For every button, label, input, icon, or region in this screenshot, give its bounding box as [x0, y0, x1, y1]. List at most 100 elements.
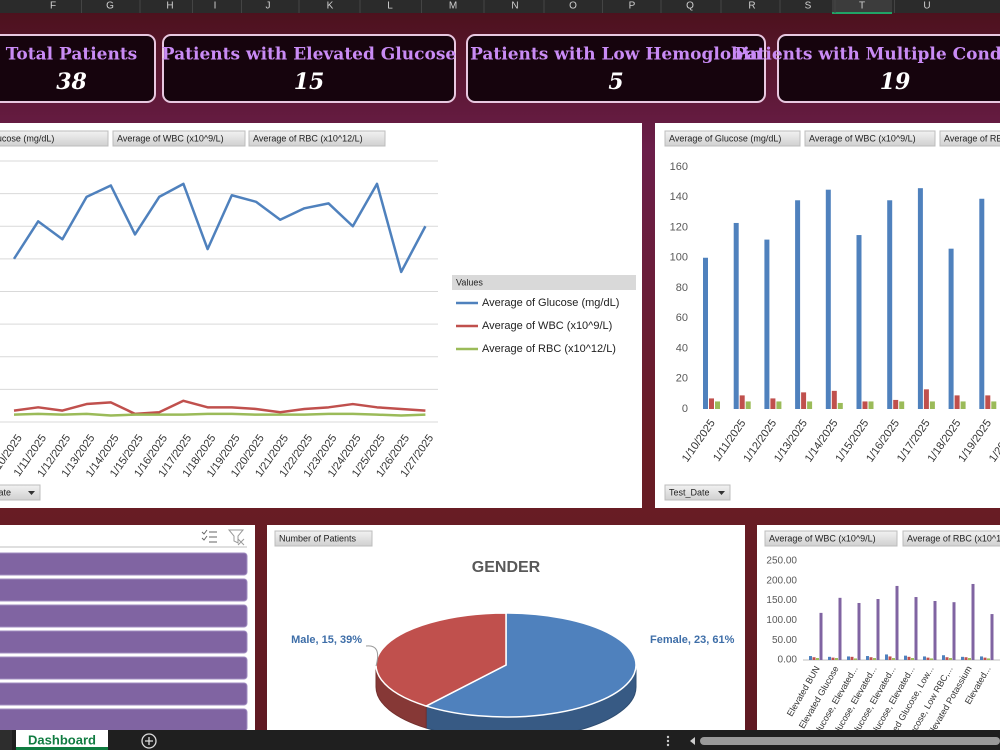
column-header[interactable]: F — [50, 1, 56, 12]
slicer-item[interactable] — [0, 604, 248, 628]
y-tick-label: 160 — [670, 161, 688, 173]
bar — [739, 395, 745, 409]
y-tick-label: 120 — [670, 221, 688, 233]
bar — [862, 401, 868, 409]
column-header[interactable]: M — [449, 1, 457, 12]
field-button[interactable] — [112, 130, 246, 147]
y-tick-label: 200.00 — [766, 575, 797, 586]
data-label: Female, 23, 61% — [650, 634, 735, 646]
data-label: Male, 15, 39% — [291, 634, 362, 646]
field-button-label[interactable]: Average of RBC (x10^12/L) — [944, 133, 1000, 143]
slicer-item[interactable] — [0, 656, 248, 680]
horizontal-scrollbar[interactable] — [700, 737, 1000, 745]
bar — [980, 656, 983, 660]
legend-label: Average of WBC (x10^9/L) — [482, 320, 612, 332]
selected-column — [832, 0, 892, 13]
kpi-card — [162, 34, 456, 103]
field-button[interactable] — [939, 130, 1000, 147]
column-header[interactable]: G — [106, 1, 114, 12]
column-header[interactable]: Q — [686, 1, 694, 12]
bar — [933, 600, 937, 660]
bar — [854, 658, 857, 660]
column-header[interactable]: T — [859, 1, 865, 12]
bar — [987, 658, 990, 660]
sheet-tab-active[interactable] — [16, 730, 108, 750]
bar — [812, 657, 816, 660]
bar — [893, 399, 899, 409]
sheet-tab-partial[interactable] — [0, 730, 12, 750]
bar — [770, 398, 776, 409]
field-button-label[interactable]: Average of Glucose (mg/dL) — [669, 133, 781, 143]
column-header[interactable]: S — [805, 1, 812, 12]
column-header[interactable]: O — [569, 1, 577, 12]
kpi-value: 19 — [880, 69, 911, 95]
bar — [961, 656, 964, 660]
field-button[interactable] — [664, 484, 731, 501]
bar — [837, 402, 843, 409]
bar — [971, 583, 975, 660]
slicer-item[interactable] — [0, 578, 248, 602]
y-tick-label: 60 — [676, 312, 688, 324]
scroll-left[interactable] — [690, 737, 695, 745]
column-header[interactable]: I — [214, 1, 217, 12]
bar — [715, 401, 720, 409]
scroll-options[interactable] — [666, 735, 670, 747]
bar — [979, 198, 985, 409]
column-header[interactable]: K — [327, 1, 334, 12]
column-header[interactable]: J — [266, 1, 271, 12]
slicer-item[interactable] — [0, 630, 248, 654]
column-header[interactable]: R — [748, 1, 755, 12]
column-header[interactable]: H — [166, 1, 173, 12]
column-header[interactable]: U — [923, 1, 930, 12]
slicer-item[interactable] — [0, 682, 248, 706]
kpi-title: Total Patients — [6, 45, 138, 65]
field-button-label[interactable]: Average of RBC (x10^12/L) — [253, 133, 363, 143]
dropdown-arrow[interactable] — [28, 491, 35, 495]
field-button-label[interactable]: Average of RBC (x10^12/L) — [907, 533, 1000, 543]
dropdown-arrow[interactable] — [718, 491, 725, 495]
slicer-item[interactable] — [0, 552, 248, 576]
bar — [964, 657, 968, 660]
column-headers: F G H I J K L M N O P Q R S T U — [50, 0, 931, 13]
bar — [949, 658, 952, 660]
legend-header — [452, 275, 636, 290]
bar — [952, 602, 956, 660]
field-button[interactable] — [804, 130, 936, 147]
pie-slice — [375, 612, 507, 707]
column-header[interactable]: L — [387, 1, 393, 12]
bar — [930, 658, 933, 660]
field-button-label[interactable]: Average of WBC (x10^9/L) — [769, 533, 876, 543]
field-button-label[interactable]: Test_Date — [669, 487, 710, 497]
bar — [828, 656, 831, 660]
series-line — [12, 182, 427, 274]
clear-filter-icon[interactable] — [227, 529, 245, 546]
field-button[interactable] — [902, 530, 1000, 547]
bar — [926, 657, 930, 660]
field-button[interactable] — [764, 530, 898, 547]
leader-line — [365, 645, 379, 667]
bar — [876, 599, 880, 660]
field-button-label[interactable]: Date — [0, 487, 11, 497]
bar — [892, 658, 895, 660]
bar — [847, 656, 850, 660]
add-sheet-button[interactable] — [141, 733, 157, 749]
field-button-label[interactable]: Average of Glucose (mg/dL) — [0, 133, 54, 143]
field-button[interactable] — [0, 130, 109, 147]
field-button[interactable] — [248, 130, 386, 147]
field-button-label[interactable]: Average of WBC (x10^9/L) — [809, 133, 916, 143]
field-button[interactable] — [0, 484, 41, 501]
bar — [904, 655, 907, 660]
bar — [960, 401, 966, 409]
field-button[interactable] — [274, 530, 373, 547]
field-button-label[interactable]: Average of WBC (x10^9/L) — [117, 133, 224, 143]
field-button[interactable] — [664, 130, 801, 147]
slicer-item[interactable] — [0, 708, 248, 731]
column-header[interactable]: N — [511, 1, 518, 12]
sheet-tab-label[interactable]: Dashboard — [28, 732, 96, 747]
bar — [819, 612, 823, 660]
field-button-label[interactable]: Number of Patients — [279, 533, 357, 543]
y-tick-label: 20 — [676, 373, 688, 385]
column-header[interactable]: P — [629, 1, 636, 12]
bar — [948, 248, 954, 409]
multi-select-icon[interactable] — [201, 529, 217, 543]
